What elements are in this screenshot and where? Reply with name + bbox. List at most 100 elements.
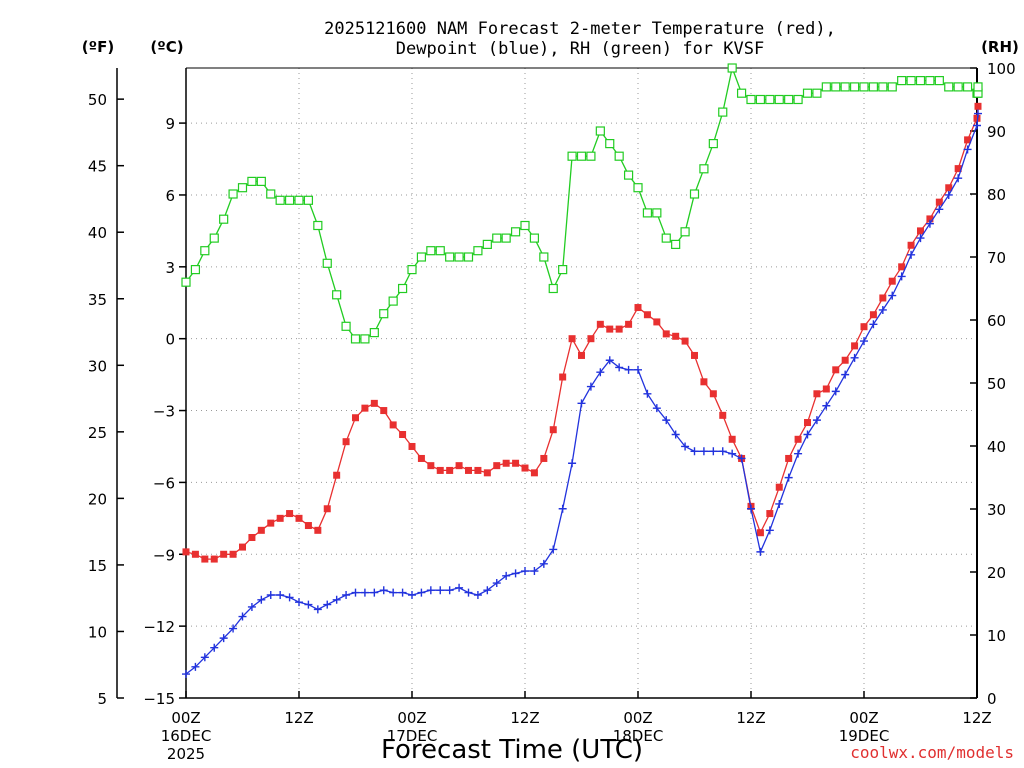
temperature-point bbox=[860, 323, 868, 331]
x-tick-label: 16DEC bbox=[161, 727, 212, 745]
temperature-point bbox=[643, 311, 651, 319]
temperature-point bbox=[493, 462, 501, 470]
dewpoint-point bbox=[530, 567, 539, 576]
dewpoint-point bbox=[907, 250, 916, 259]
temperature-point bbox=[286, 510, 294, 518]
dewpoint-point bbox=[878, 305, 887, 314]
temperature-point bbox=[841, 356, 849, 364]
rh-point bbox=[294, 195, 304, 205]
rh-point bbox=[699, 164, 709, 174]
temperature-point bbox=[888, 277, 896, 285]
dewpoint-point bbox=[229, 624, 238, 633]
temperature-point bbox=[634, 304, 642, 312]
dewpoint-point bbox=[219, 634, 228, 643]
celsius-tick-label: −15 bbox=[143, 690, 175, 708]
rh-tick-label: 80 bbox=[987, 186, 1006, 204]
temperature-point bbox=[427, 462, 435, 470]
rh-point bbox=[473, 246, 483, 256]
rh-point bbox=[190, 265, 201, 275]
dewpoint-point bbox=[897, 272, 906, 281]
temperature-point bbox=[907, 241, 915, 249]
temperature-point bbox=[267, 519, 275, 527]
rh-point bbox=[379, 309, 389, 319]
rh-point bbox=[831, 82, 841, 92]
temperature-point bbox=[559, 373, 567, 381]
fahrenheit-tick-label: 35 bbox=[88, 291, 107, 309]
rh-point bbox=[868, 82, 879, 92]
temperature-point bbox=[625, 320, 633, 328]
dewpoint-point bbox=[295, 598, 303, 607]
rh-point bbox=[416, 252, 427, 262]
temperature-point bbox=[945, 184, 953, 192]
dewpoint-point bbox=[247, 602, 256, 611]
temperature-point bbox=[794, 435, 802, 443]
dewpoint-line bbox=[185, 113, 979, 675]
temperature-point bbox=[869, 311, 877, 319]
temperature-point bbox=[248, 534, 256, 542]
temperature-point bbox=[502, 459, 510, 467]
x-axis-label: Forecast Time (UTC) bbox=[381, 735, 643, 765]
x-tick-label: 18DEC bbox=[613, 727, 664, 745]
rh-point bbox=[548, 283, 558, 294]
x-tick-label: 2025 bbox=[167, 745, 205, 763]
temperature-point bbox=[662, 330, 670, 338]
dewpoint-point bbox=[351, 588, 360, 597]
temperature-point bbox=[568, 335, 576, 343]
rh-point bbox=[445, 252, 455, 262]
rh-point bbox=[567, 151, 577, 161]
dewpoint-point bbox=[812, 416, 821, 425]
rh-point bbox=[332, 290, 342, 300]
dewpoint-point bbox=[549, 545, 558, 554]
dewpoint-point bbox=[266, 590, 275, 599]
celsius-tick-label: −9 bbox=[153, 546, 175, 564]
dewpoint-point bbox=[709, 447, 718, 456]
title-line-1: 2025121600 NAM Forecast 2-meter Temperat… bbox=[324, 19, 836, 39]
rh-point bbox=[915, 75, 926, 86]
rh-point bbox=[209, 233, 219, 243]
dewpoint-point bbox=[323, 600, 332, 609]
dewpoint-point bbox=[473, 590, 482, 599]
rh-point bbox=[303, 195, 314, 205]
temperature-point bbox=[653, 318, 661, 326]
rh-tick-label: 30 bbox=[987, 501, 1006, 519]
dewpoint-point bbox=[974, 109, 982, 118]
temperature-point bbox=[709, 390, 717, 398]
temperature-point bbox=[804, 419, 811, 427]
temperature-point bbox=[785, 454, 793, 462]
rh-tick-label: 40 bbox=[987, 438, 1006, 456]
temperature-point bbox=[380, 407, 388, 415]
dewpoint-point bbox=[605, 356, 614, 365]
celsius-tick-label: 6 bbox=[165, 187, 175, 205]
x-tick-label: 00Z bbox=[171, 709, 200, 727]
temperature-point bbox=[474, 466, 482, 474]
temperature-point bbox=[191, 550, 199, 558]
dewpoint-point bbox=[182, 670, 190, 679]
x-tick-label: 19DEC bbox=[839, 727, 890, 745]
rh-tick-label: 0 bbox=[987, 690, 997, 708]
temperature-point bbox=[370, 399, 378, 407]
dewpoint-point bbox=[379, 586, 388, 595]
dewpoint-point bbox=[756, 547, 765, 556]
rh-point bbox=[849, 82, 860, 92]
x-tick-label: 12Z bbox=[284, 709, 313, 727]
dewpoint-point bbox=[944, 190, 953, 199]
fahrenheit-tick-label: 20 bbox=[88, 490, 107, 508]
rh-point bbox=[510, 227, 521, 237]
temperature-point bbox=[276, 514, 284, 522]
dewpoint-point bbox=[568, 459, 577, 468]
temperature-point bbox=[935, 198, 943, 206]
temperature-point bbox=[606, 325, 614, 333]
rh-point bbox=[793, 94, 803, 105]
dewpoint-point bbox=[888, 291, 897, 300]
rh-tick-label: 90 bbox=[987, 123, 1006, 141]
dewpoint-point bbox=[436, 586, 445, 595]
temperature-point bbox=[691, 351, 698, 359]
rh-point bbox=[897, 75, 907, 86]
dewpoint-point bbox=[699, 447, 708, 456]
temperature-point bbox=[229, 550, 237, 558]
rh-point bbox=[275, 195, 285, 205]
dewpoint-point bbox=[624, 365, 633, 374]
dewpoint-point bbox=[313, 605, 322, 614]
dewpoint-point bbox=[850, 353, 859, 362]
rh-point bbox=[520, 220, 530, 231]
